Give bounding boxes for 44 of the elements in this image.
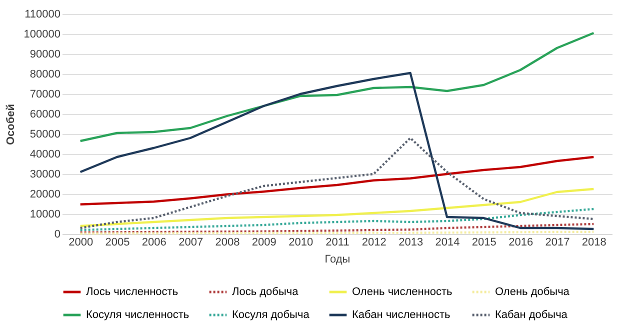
x-tick-label: 2011	[326, 236, 350, 248]
legend-label: Косуля добыча	[232, 309, 310, 321]
y-tick-label: 110000	[24, 8, 60, 20]
y-axis-title: Особей	[4, 104, 17, 146]
x-tick-label: 2014	[435, 236, 460, 248]
x-tick-label: 2008	[215, 236, 240, 248]
y-tick-label: 90000	[30, 48, 60, 60]
legend-label: Олень добыча	[495, 286, 570, 298]
line-series	[79, 222, 595, 234]
line-series	[79, 32, 595, 142]
x-tick-label: 2017	[545, 236, 570, 248]
x-tick-label: 2010	[288, 236, 314, 248]
y-tick-label: 30000	[30, 168, 60, 180]
legend-label: Олень численность	[352, 286, 453, 298]
x-axis-title: Годы	[324, 254, 350, 266]
line-series	[79, 72, 595, 230]
y-tick-label: 10000	[30, 208, 60, 220]
y-tick-label: 20000	[30, 188, 60, 200]
y-tick-label: 40000	[30, 148, 60, 160]
x-tick-label: 2007	[178, 236, 204, 248]
line-series	[79, 188, 595, 228]
y-tick-label: 80000	[30, 68, 60, 80]
y-tick-label: 50000	[30, 128, 60, 140]
y-tick-label: 100000	[24, 28, 60, 40]
x-tick-label: 2005	[105, 236, 130, 248]
x-tick-label: 2009	[252, 236, 276, 248]
legend-label: Кабан добыча	[495, 309, 568, 321]
x-tick-label: 2012	[362, 236, 386, 248]
line-series	[79, 136, 595, 230]
line-series	[79, 208, 595, 232]
x-tick-label: 2015	[472, 236, 496, 248]
y-tick-label: 70000	[30, 88, 60, 100]
x-tick-label: 2016	[508, 236, 534, 248]
legend-label: Лось численность	[86, 286, 178, 298]
legend-label: Косуля численность	[86, 309, 190, 321]
line-series	[79, 156, 595, 206]
y-tick-label: 0	[54, 228, 60, 240]
y-tick-label: 60000	[30, 108, 60, 120]
legend-label: Кабан численность	[352, 309, 451, 321]
x-tick-label: 2000	[68, 236, 94, 248]
x-tick-label: 2006	[142, 236, 166, 248]
x-tick-label: 2018	[582, 236, 606, 248]
x-tick-label: 2013	[398, 236, 424, 248]
legend-label: Лось добыча	[232, 286, 300, 298]
